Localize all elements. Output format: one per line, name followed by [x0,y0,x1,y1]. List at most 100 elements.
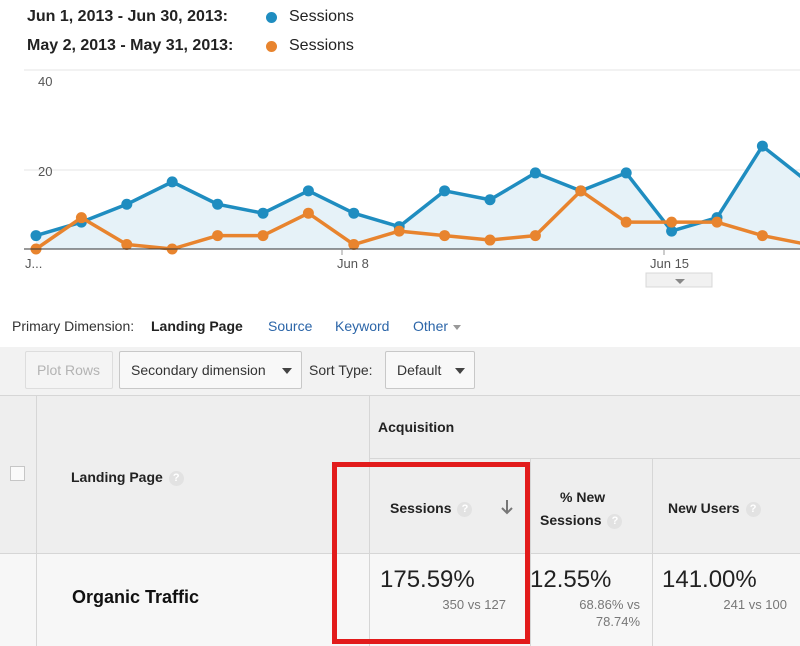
new-sessions-detail: 68.86% vs 78.74% [540,596,640,630]
new-sessions-detail-line1: 68.86% vs [579,597,640,612]
new-users-header[interactable]: New Users? [668,500,761,517]
select-all-checkbox[interactable] [10,466,25,481]
new-users-change-text: 141.00% [662,566,757,593]
new-sessions-change-value: 12.55% [530,566,617,594]
legend-previous-period: May 2, 2013 - May 31, 2013: Sessions [27,37,354,55]
column-divider [369,554,370,646]
data-point[interactable] [30,230,42,242]
help-icon[interactable]: ? [457,501,473,517]
data-point[interactable] [212,198,224,210]
data-point[interactable] [484,234,496,246]
data-point[interactable] [257,207,269,219]
column-divider [530,554,531,646]
header-divider [369,458,800,459]
sort-type-label: Sort Type: [309,362,373,378]
legend-range-label: May 2, 2013 - May 31, 2013: [27,37,234,54]
help-icon[interactable]: ? [745,501,761,517]
data-point[interactable] [212,230,224,242]
data-point[interactable] [75,212,87,224]
data-point[interactable] [302,207,314,219]
sessions-change-text: 175.59% [380,566,475,593]
column-divider [36,395,37,646]
data-point[interactable] [302,185,314,197]
data-point[interactable] [756,140,768,152]
column-divider [36,554,37,646]
new-sessions-header[interactable]: % New Sessions? [540,486,645,532]
data-point[interactable] [439,230,451,242]
data-point[interactable] [393,225,405,237]
data-point[interactable] [529,230,541,242]
legend-current-period: Jun 1, 2013 - Jun 30, 2013: Sessions [27,8,354,26]
data-point[interactable] [166,176,178,188]
data-point[interactable] [121,239,133,251]
sessions-detail: 350 vs 127 [442,597,506,612]
data-point[interactable] [439,185,451,197]
y-tick-label: 40 [38,74,52,89]
landing-page-header-label: Landing Page [71,469,163,485]
x-tick-label: Jun 8 [337,256,369,271]
data-point[interactable] [348,207,360,219]
new-sessions-change-text: 12.55% [530,566,612,593]
data-point[interactable] [484,194,496,206]
dropdown-arrow-icon [282,368,292,374]
legend-metric-label: Sessions [289,37,354,54]
table-row [0,553,800,646]
column-divider [530,459,531,646]
data-point[interactable] [257,230,269,242]
new-users-change-value: 141.00% [662,566,763,594]
column-divider [369,395,370,646]
series-area [36,146,800,249]
dimension-keyword-link[interactable]: Keyword [335,318,390,334]
data-point[interactable] [620,167,632,179]
x-tick-label: Jun 15 [650,256,689,271]
sessions-header[interactable]: Sessions? [390,500,473,517]
sessions-line-chart: 40 20 J... Jun 8 Jun 15 [24,69,800,288]
column-divider [652,459,653,646]
data-point[interactable] [666,225,678,237]
sessions-change-value: 175.59% [380,566,481,594]
y-tick-label: 20 [38,164,52,179]
table-header [0,395,800,553]
data-point[interactable] [620,216,632,228]
acquisition-group-header: Acquisition [378,419,455,435]
row-label[interactable]: Organic Traffic [72,587,200,607]
plot-rows-button[interactable]: Plot Rows [25,351,113,389]
dimension-landing-page[interactable]: Landing Page [151,318,243,334]
dimension-source-link[interactable]: Source [268,318,313,334]
sort-type-dropdown[interactable]: Default [385,351,475,389]
caret-down-icon [453,324,462,330]
data-point[interactable] [711,216,723,228]
data-point[interactable] [756,230,768,242]
new-sessions-header-line1: % New [560,489,606,505]
sort-descending-icon[interactable] [500,499,514,517]
secondary-dimension-dropdown[interactable]: Secondary dimension [119,351,302,389]
x-tick-label: J... [25,256,42,271]
data-point[interactable] [348,239,360,251]
help-icon[interactable]: ? [607,513,623,529]
highlight-box [332,462,530,644]
new-sessions-header-line2: Sessions? [540,509,645,532]
dropdown-arrow-icon [455,368,465,374]
series-line-0 [35,144,800,238]
new-users-detail: 241 vs 100 [723,597,787,612]
legend-range-label: Jun 1, 2013 - Jun 30, 2013: [27,8,228,25]
legend-metric-label: Sessions [289,8,354,25]
series-line-1 [35,189,800,251]
landing-page-header[interactable]: Landing Page? [71,469,184,486]
sort-type-value: Default [397,362,442,378]
new-sessions-header-label: Sessions [540,512,602,528]
primary-dimension-label: Primary Dimension: [12,318,135,334]
legend-dot-icon [266,41,277,52]
data-point[interactable] [529,167,541,179]
plot-rows-label: Plot Rows [37,362,101,378]
dimension-other-dropdown[interactable]: Other [413,318,462,334]
data-point[interactable] [666,216,678,228]
data-point[interactable] [575,185,587,197]
legend-dot-icon [266,12,277,23]
dimension-other-label: Other [413,318,449,334]
new-users-header-label: New Users [668,500,740,516]
new-sessions-detail-line2: 78.74% [595,614,640,629]
help-icon[interactable]: ? [168,470,184,486]
data-point[interactable] [121,198,133,210]
column-divider [652,554,653,646]
